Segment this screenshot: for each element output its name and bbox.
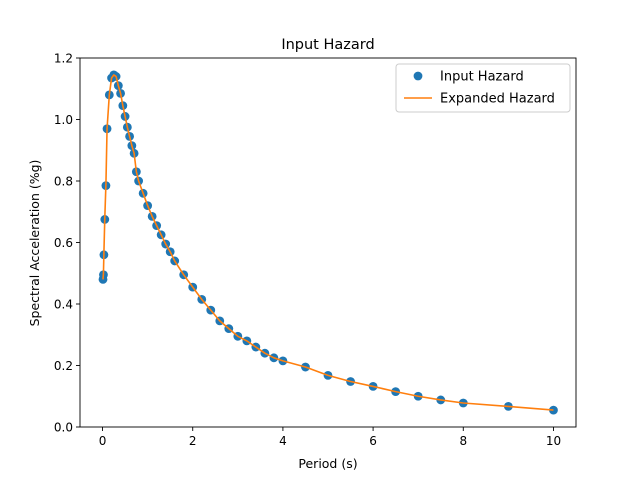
- legend-label-input: Input Hazard: [440, 70, 524, 85]
- legend-box: [395, 63, 571, 113]
- y-tick-label: 0.4: [54, 297, 73, 311]
- legend-label-expanded: Expanded Hazard: [440, 92, 555, 107]
- y-tick-label: 1.2: [54, 51, 73, 65]
- expanded-hazard-line: [102, 74, 554, 411]
- plot-marks: [98, 70, 558, 415]
- x-tick-label: 6: [369, 434, 377, 448]
- x-tick-label: 8: [459, 434, 467, 448]
- y-tick-label: 0.8: [54, 174, 73, 188]
- x-tick-label: 0: [99, 434, 107, 448]
- x-tick-label: 4: [279, 434, 287, 448]
- x-tick-label: 2: [189, 434, 197, 448]
- x-axis-label: Period (s): [298, 456, 357, 471]
- plot-area: [98, 70, 558, 415]
- y-tick-label: 0.2: [54, 359, 73, 373]
- y-tick-label: 0.0: [54, 420, 73, 434]
- y-tick-label: 0.6: [54, 236, 73, 250]
- y-axis-label: Spectral Acceleration (%g): [27, 160, 42, 327]
- y-tick-label: 1.0: [54, 113, 73, 127]
- legend: Input Hazard Expanded Hazard: [395, 63, 571, 113]
- x-tick-label: 10: [546, 434, 561, 448]
- axes: 0 2 4 6 8 10 0.0 0.2 0.4 0.6 0.8 1.0 1.2: [54, 51, 577, 448]
- legend-marker-input: [413, 71, 423, 81]
- chart-title: Input Hazard: [281, 37, 374, 53]
